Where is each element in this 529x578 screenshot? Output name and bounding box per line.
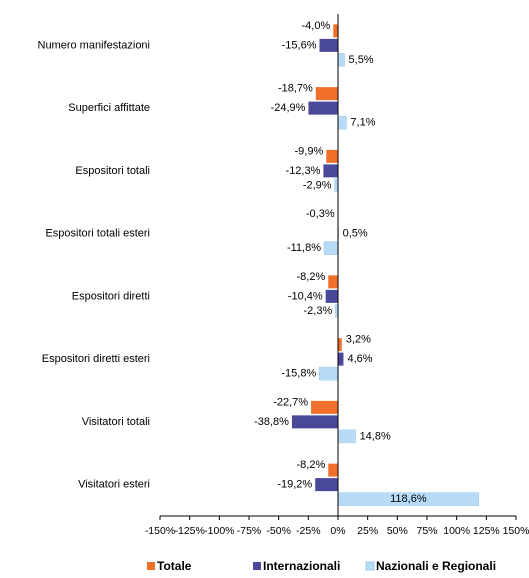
value-label: 5,5% bbox=[349, 54, 374, 66]
category-label: Visitatori totali bbox=[82, 416, 150, 428]
x-tick-label: 0% bbox=[330, 525, 345, 537]
value-label: -2,3% bbox=[304, 305, 333, 317]
legend-label: Internazionali bbox=[263, 559, 340, 573]
x-tick-label: 50% bbox=[387, 525, 408, 537]
value-label: -9,9% bbox=[295, 145, 324, 157]
bar bbox=[319, 367, 338, 380]
category-label: Espositori diretti bbox=[72, 290, 150, 302]
bar bbox=[319, 39, 338, 52]
bar bbox=[316, 87, 338, 100]
x-tick-label: -75% bbox=[237, 525, 262, 537]
value-label: -12,3% bbox=[286, 165, 321, 177]
bar bbox=[338, 430, 356, 443]
value-label: -24,9% bbox=[271, 102, 306, 114]
bar bbox=[326, 150, 338, 163]
value-label: -38,8% bbox=[254, 416, 289, 428]
value-label: 0,5% bbox=[343, 228, 368, 240]
x-tick-label: 150% bbox=[503, 525, 529, 537]
x-tick-label: 125% bbox=[473, 525, 500, 537]
x-tick-label: -25% bbox=[296, 525, 321, 537]
category-label: Numero manifestazioni bbox=[38, 39, 151, 51]
legend-label: Nazionali e Regionali bbox=[376, 559, 496, 573]
bar bbox=[338, 116, 346, 129]
value-label: -22,7% bbox=[273, 396, 308, 408]
value-label: -4,0% bbox=[302, 20, 331, 32]
value-label: -0,3% bbox=[306, 208, 335, 220]
category-label: Espositori diretti esteri bbox=[42, 353, 150, 365]
bar bbox=[338, 353, 343, 366]
value-label: -8,2% bbox=[297, 459, 326, 471]
legend-swatch bbox=[366, 562, 374, 570]
legend-label: Totale bbox=[157, 559, 192, 573]
category-label: Espositori totali esteri bbox=[45, 228, 150, 240]
bar bbox=[311, 401, 338, 414]
bar bbox=[323, 164, 338, 177]
x-tick-label: -100% bbox=[204, 525, 234, 537]
bar bbox=[335, 179, 338, 192]
bar bbox=[315, 478, 338, 491]
value-label: -11,8% bbox=[287, 242, 321, 254]
bar bbox=[326, 290, 338, 303]
bar bbox=[292, 415, 338, 428]
x-tick-label: 25% bbox=[357, 525, 378, 537]
value-label: 14,8% bbox=[360, 430, 391, 442]
value-label: -18,7% bbox=[278, 83, 313, 95]
bar bbox=[338, 53, 345, 66]
x-tick-label: -125% bbox=[174, 525, 204, 537]
category-label: Espositori totali bbox=[75, 165, 150, 177]
category-label: Visitatori esteri bbox=[78, 479, 150, 491]
legend-swatch bbox=[253, 562, 261, 570]
bar bbox=[328, 464, 338, 477]
value-label: 4,6% bbox=[347, 353, 372, 365]
bar bbox=[333, 24, 338, 37]
x-tick-label: -50% bbox=[266, 525, 291, 537]
value-label: -8,2% bbox=[297, 271, 326, 283]
category-label: Superfici affittate bbox=[68, 102, 150, 114]
x-tick-label: 75% bbox=[416, 525, 437, 537]
value-label: 118,6% bbox=[390, 493, 427, 505]
bar bbox=[324, 242, 338, 255]
value-label: -15,6% bbox=[282, 39, 317, 51]
bar bbox=[338, 338, 342, 351]
value-label: -19,2% bbox=[277, 479, 312, 491]
value-label: 7,1% bbox=[350, 117, 375, 129]
bar bbox=[328, 275, 338, 288]
x-tick-label: 100% bbox=[443, 525, 470, 537]
x-tick-label: -150% bbox=[145, 525, 175, 537]
bar bbox=[308, 102, 338, 115]
value-label: -15,8% bbox=[281, 368, 316, 380]
value-label: 3,2% bbox=[346, 334, 371, 346]
value-label: -10,4% bbox=[288, 290, 323, 302]
legend-swatch bbox=[147, 562, 155, 570]
value-label: -2,9% bbox=[303, 179, 332, 191]
